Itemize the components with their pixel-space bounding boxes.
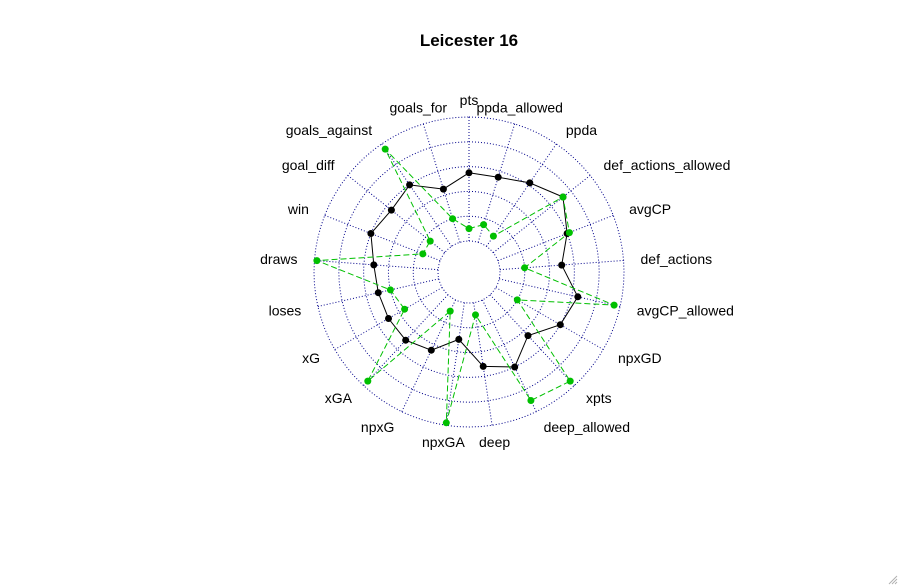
grid-spoke (497, 214, 614, 262)
grid-ring (437, 240, 501, 304)
axis-label: ppda (566, 122, 597, 138)
axis-label: pts (460, 92, 479, 108)
series-point (558, 261, 566, 269)
grid-ring (412, 215, 526, 329)
series-point (465, 169, 473, 177)
chart-title: Leicester 16 (420, 31, 518, 50)
axis-label: goal_diff (282, 157, 335, 173)
series-point (574, 293, 582, 301)
series-point (381, 145, 389, 153)
axis-label: def_actions_allowed (604, 157, 731, 173)
axis-label: loses (269, 302, 302, 318)
grid-spoke (486, 143, 557, 247)
series-point (367, 230, 375, 237)
grid-spoke (422, 123, 461, 243)
series-point (402, 336, 410, 344)
axis-label: xGA (325, 390, 353, 406)
series-point (370, 261, 378, 269)
series-line (316, 148, 615, 423)
grid-spoke (492, 174, 591, 254)
series-point (489, 232, 497, 240)
radar-series (313, 145, 618, 427)
series-point (401, 305, 409, 313)
series-point (556, 321, 564, 329)
axis-label: avgCP_allowed (637, 302, 734, 318)
axis-label: ppda_allowed (476, 100, 562, 116)
series-point (566, 377, 574, 385)
axis-label: xG (302, 350, 320, 366)
grid-spoke (381, 143, 452, 247)
series-point (419, 250, 427, 258)
axis-label: def_actions (641, 251, 713, 267)
series-point (472, 311, 479, 319)
series-point (465, 225, 473, 233)
series-line (370, 172, 579, 368)
axis-label: avgCP (629, 201, 671, 217)
series-point (559, 193, 567, 201)
grid-ring (313, 116, 625, 428)
series-point (313, 257, 321, 265)
grid-spoke (489, 294, 575, 386)
series-point (511, 363, 519, 371)
axis-label: win (287, 201, 309, 217)
series-point (449, 215, 457, 223)
series-point (479, 362, 487, 370)
grid-ring (338, 141, 600, 403)
series-point (387, 206, 395, 214)
axis-label: npxGA (422, 434, 465, 450)
axis-label: deep_allowed (544, 419, 630, 435)
axis-label: draws (260, 251, 297, 267)
series-point (439, 185, 447, 193)
series-point (565, 229, 573, 237)
resize-grip-icon[interactable] (886, 573, 898, 585)
series-point (455, 335, 463, 343)
series-point (386, 286, 394, 294)
series-point (513, 296, 521, 304)
axis-label: xpts (586, 390, 612, 406)
series-point (426, 237, 434, 245)
axis-label: goals_for (390, 100, 448, 116)
series-point (524, 332, 532, 340)
series-point (480, 221, 488, 229)
axis-label: goals_against (286, 122, 373, 138)
grid-ring (387, 190, 551, 354)
radar-grid (313, 116, 625, 428)
series-point (521, 264, 529, 272)
series-point (406, 181, 414, 189)
series-point (527, 397, 535, 404)
series-point (374, 289, 382, 297)
series-point (385, 315, 392, 322)
axis-label: deep (479, 434, 510, 450)
series-point (526, 179, 534, 187)
axis-label: npxG (361, 419, 394, 435)
axis-label: npxGD (618, 350, 662, 366)
series-point (364, 377, 372, 385)
series-point (446, 307, 454, 315)
series-point (442, 419, 450, 427)
series-point (610, 301, 618, 309)
series-point (427, 346, 435, 354)
series-point (494, 173, 502, 181)
